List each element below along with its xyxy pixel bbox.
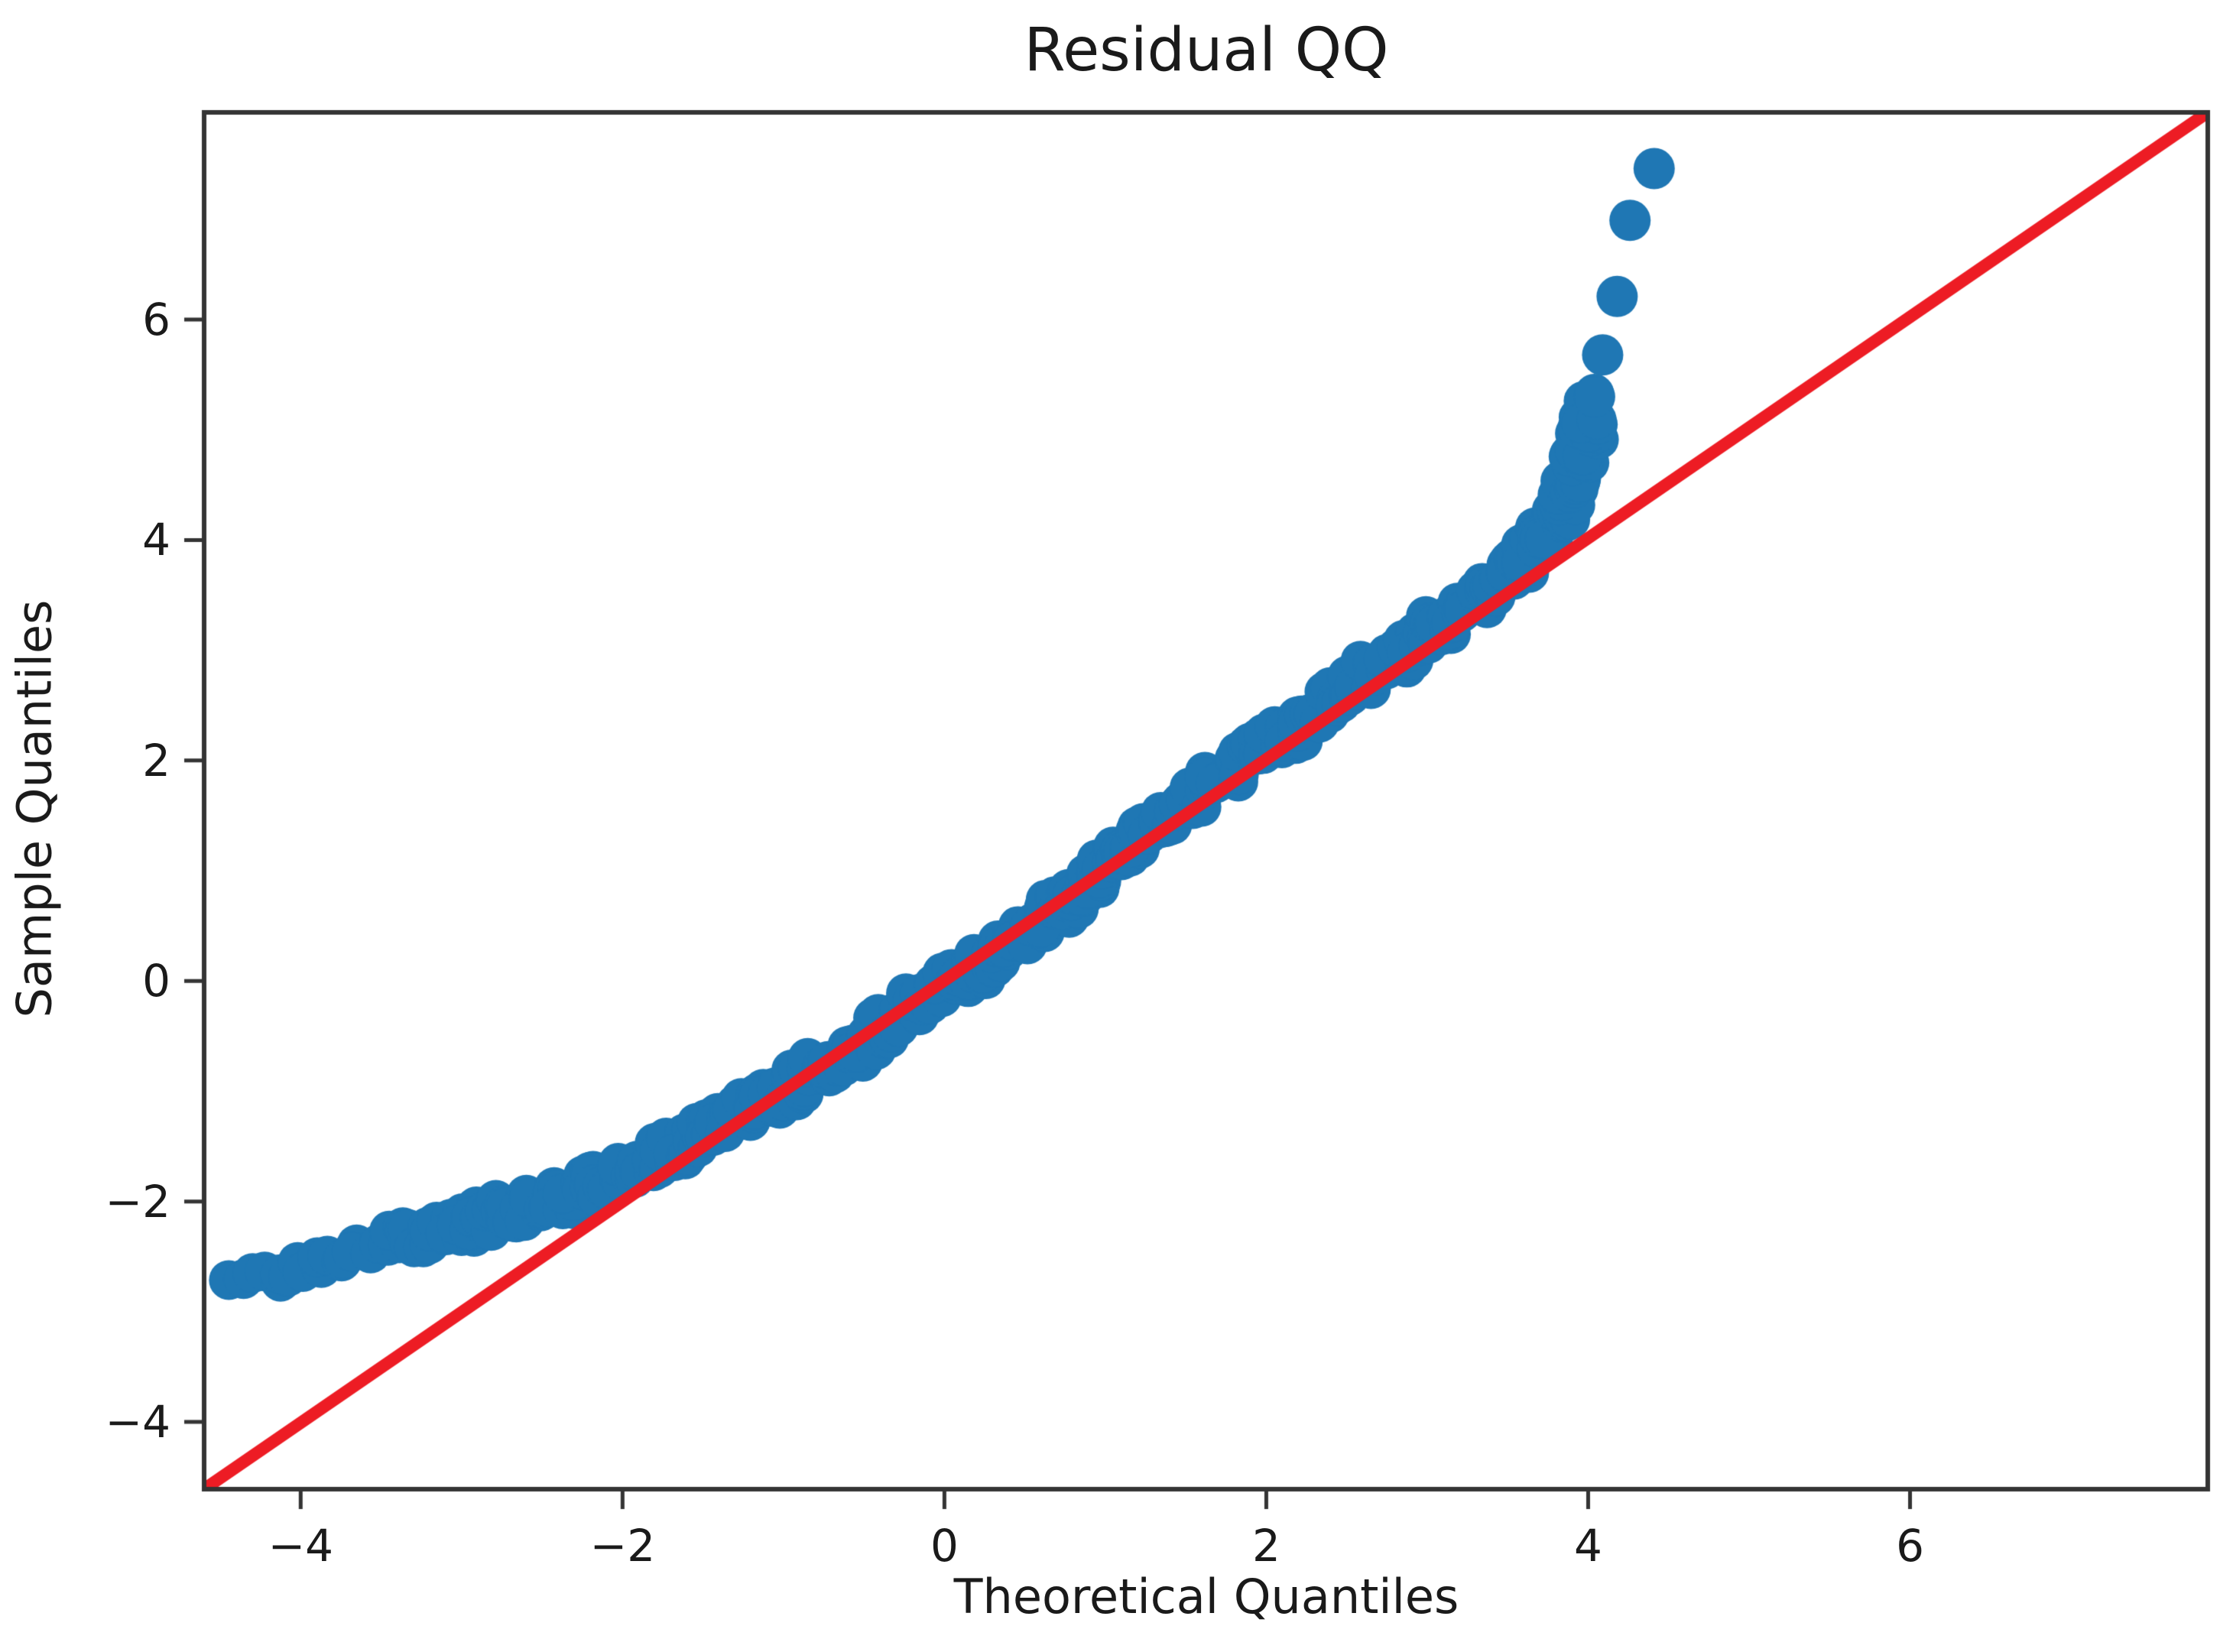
x-tick-label: −2 [589, 1520, 656, 1572]
x-tick-label: 2 [1251, 1520, 1280, 1572]
y-tick-label: −2 [105, 1175, 171, 1228]
x-tick-label: 4 [1574, 1520, 1602, 1572]
y-axis-label: Sample Quantiles [6, 599, 63, 1018]
x-tick-label: −4 [268, 1520, 334, 1572]
y-tick-label: 2 [142, 734, 170, 787]
x-axis-label: Theoretical Quantiles [953, 1569, 1459, 1624]
x-tick-label: 6 [1896, 1520, 1924, 1572]
chart-title: Residual QQ [1024, 16, 1389, 85]
y-tick-label: 4 [142, 514, 170, 566]
y-tick-label: 0 [142, 955, 170, 1008]
y-tick-label: −4 [105, 1396, 171, 1449]
x-tick-label: 0 [930, 1520, 959, 1572]
y-tick-label: 6 [142, 294, 170, 346]
